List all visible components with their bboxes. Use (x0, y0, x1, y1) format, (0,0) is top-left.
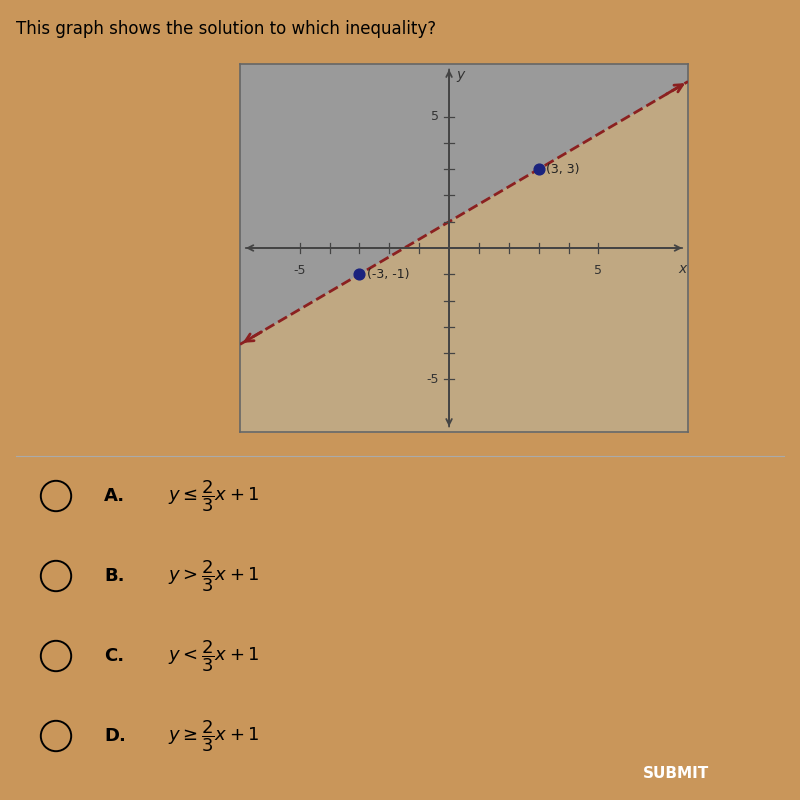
Text: $y < \dfrac{2}{3}x + 1$: $y < \dfrac{2}{3}x + 1$ (168, 638, 259, 674)
Text: B.: B. (104, 567, 125, 585)
Point (532, 162, 545, 175)
Text: (3, 3): (3, 3) (546, 162, 580, 176)
Text: 5: 5 (430, 110, 438, 123)
Text: A.: A. (104, 487, 125, 505)
Text: This graph shows the solution to which inequality?: This graph shows the solution to which i… (16, 20, 436, 38)
Text: (-3, -1): (-3, -1) (367, 268, 410, 281)
Point (353, 268, 366, 281)
Text: 5: 5 (594, 264, 602, 277)
Text: $y > \dfrac{2}{3}x + 1$: $y > \dfrac{2}{3}x + 1$ (168, 558, 259, 594)
Text: SUBMIT: SUBMIT (643, 766, 709, 782)
Text: C.: C. (104, 647, 124, 665)
Text: x: x (678, 262, 686, 277)
Text: D.: D. (104, 727, 126, 745)
Text: -5: -5 (426, 373, 438, 386)
Text: y: y (457, 68, 465, 82)
Text: $y \geq \dfrac{2}{3}x + 1$: $y \geq \dfrac{2}{3}x + 1$ (168, 718, 259, 754)
Text: $y \leq \dfrac{2}{3}x + 1$: $y \leq \dfrac{2}{3}x + 1$ (168, 478, 259, 514)
Text: -5: -5 (294, 264, 306, 277)
